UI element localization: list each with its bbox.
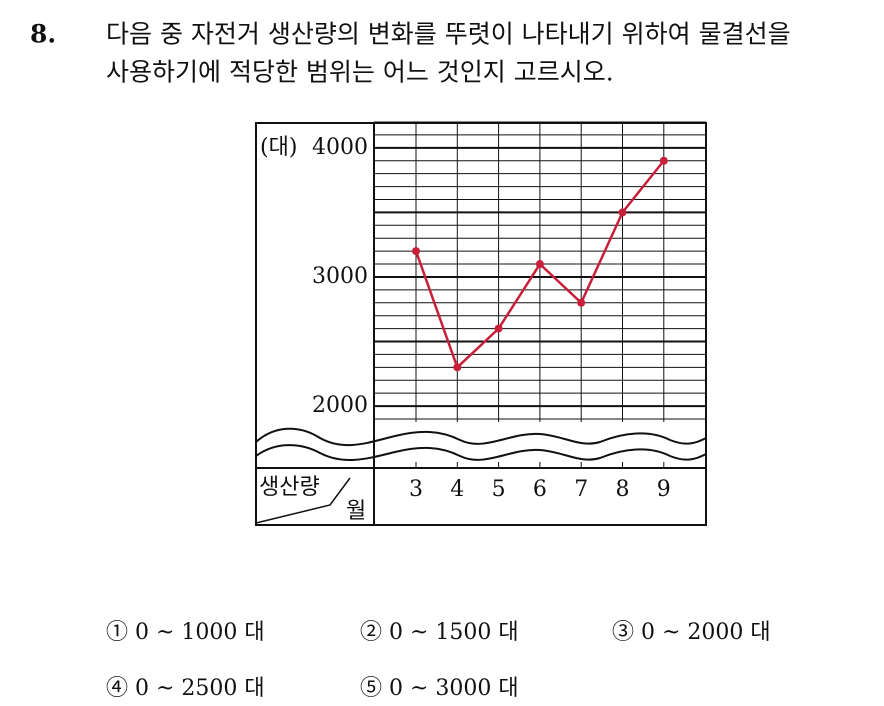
data-point	[577, 298, 586, 307]
y-unit: (대)	[260, 135, 297, 160]
data-point	[659, 156, 668, 165]
data-point	[453, 363, 462, 372]
x-axis-label: 월	[346, 499, 366, 524]
data-point	[535, 260, 544, 269]
choice: ① 0 ~ 1000 대	[106, 620, 265, 645]
corner-diagonal	[255, 477, 351, 524]
question-number: 8.	[30, 20, 56, 49]
x-tick-label: 4	[450, 477, 464, 502]
y-tick-label: 3000	[312, 264, 368, 289]
data-point	[494, 324, 503, 333]
x-tick-label: 5	[492, 477, 506, 502]
x-tick-label: 9	[657, 477, 671, 502]
frame	[255, 122, 707, 526]
x-tick-label: 8	[616, 477, 630, 502]
choice: ② 0 ~ 1500 대	[360, 620, 519, 645]
y-tick-label: 4000	[312, 135, 368, 160]
data-point	[618, 208, 627, 217]
x-tick-label: 6	[533, 477, 547, 502]
question-line: 다음 중 자전거 생산량의 변화를 뚜렷이 나타내기 위하여 물결선을	[106, 20, 791, 49]
grid	[374, 121, 706, 468]
choice: ③ 0 ~ 2000 대	[612, 620, 771, 645]
x-tick-label: 7	[574, 477, 588, 502]
x-tick-label: 3	[409, 477, 423, 502]
wave-break	[255, 422, 707, 462]
question-line: 사용하기에 적당한 범위는 어느 것인지 고르시오.	[106, 58, 614, 87]
data-point	[412, 247, 420, 256]
choice: ④ 0 ~ 2500 대	[106, 676, 265, 701]
choice: ⑤ 0 ~ 3000 대	[360, 676, 519, 701]
y-axis-label: 생산량	[259, 475, 320, 500]
y-tick-label: 2000	[312, 393, 368, 418]
